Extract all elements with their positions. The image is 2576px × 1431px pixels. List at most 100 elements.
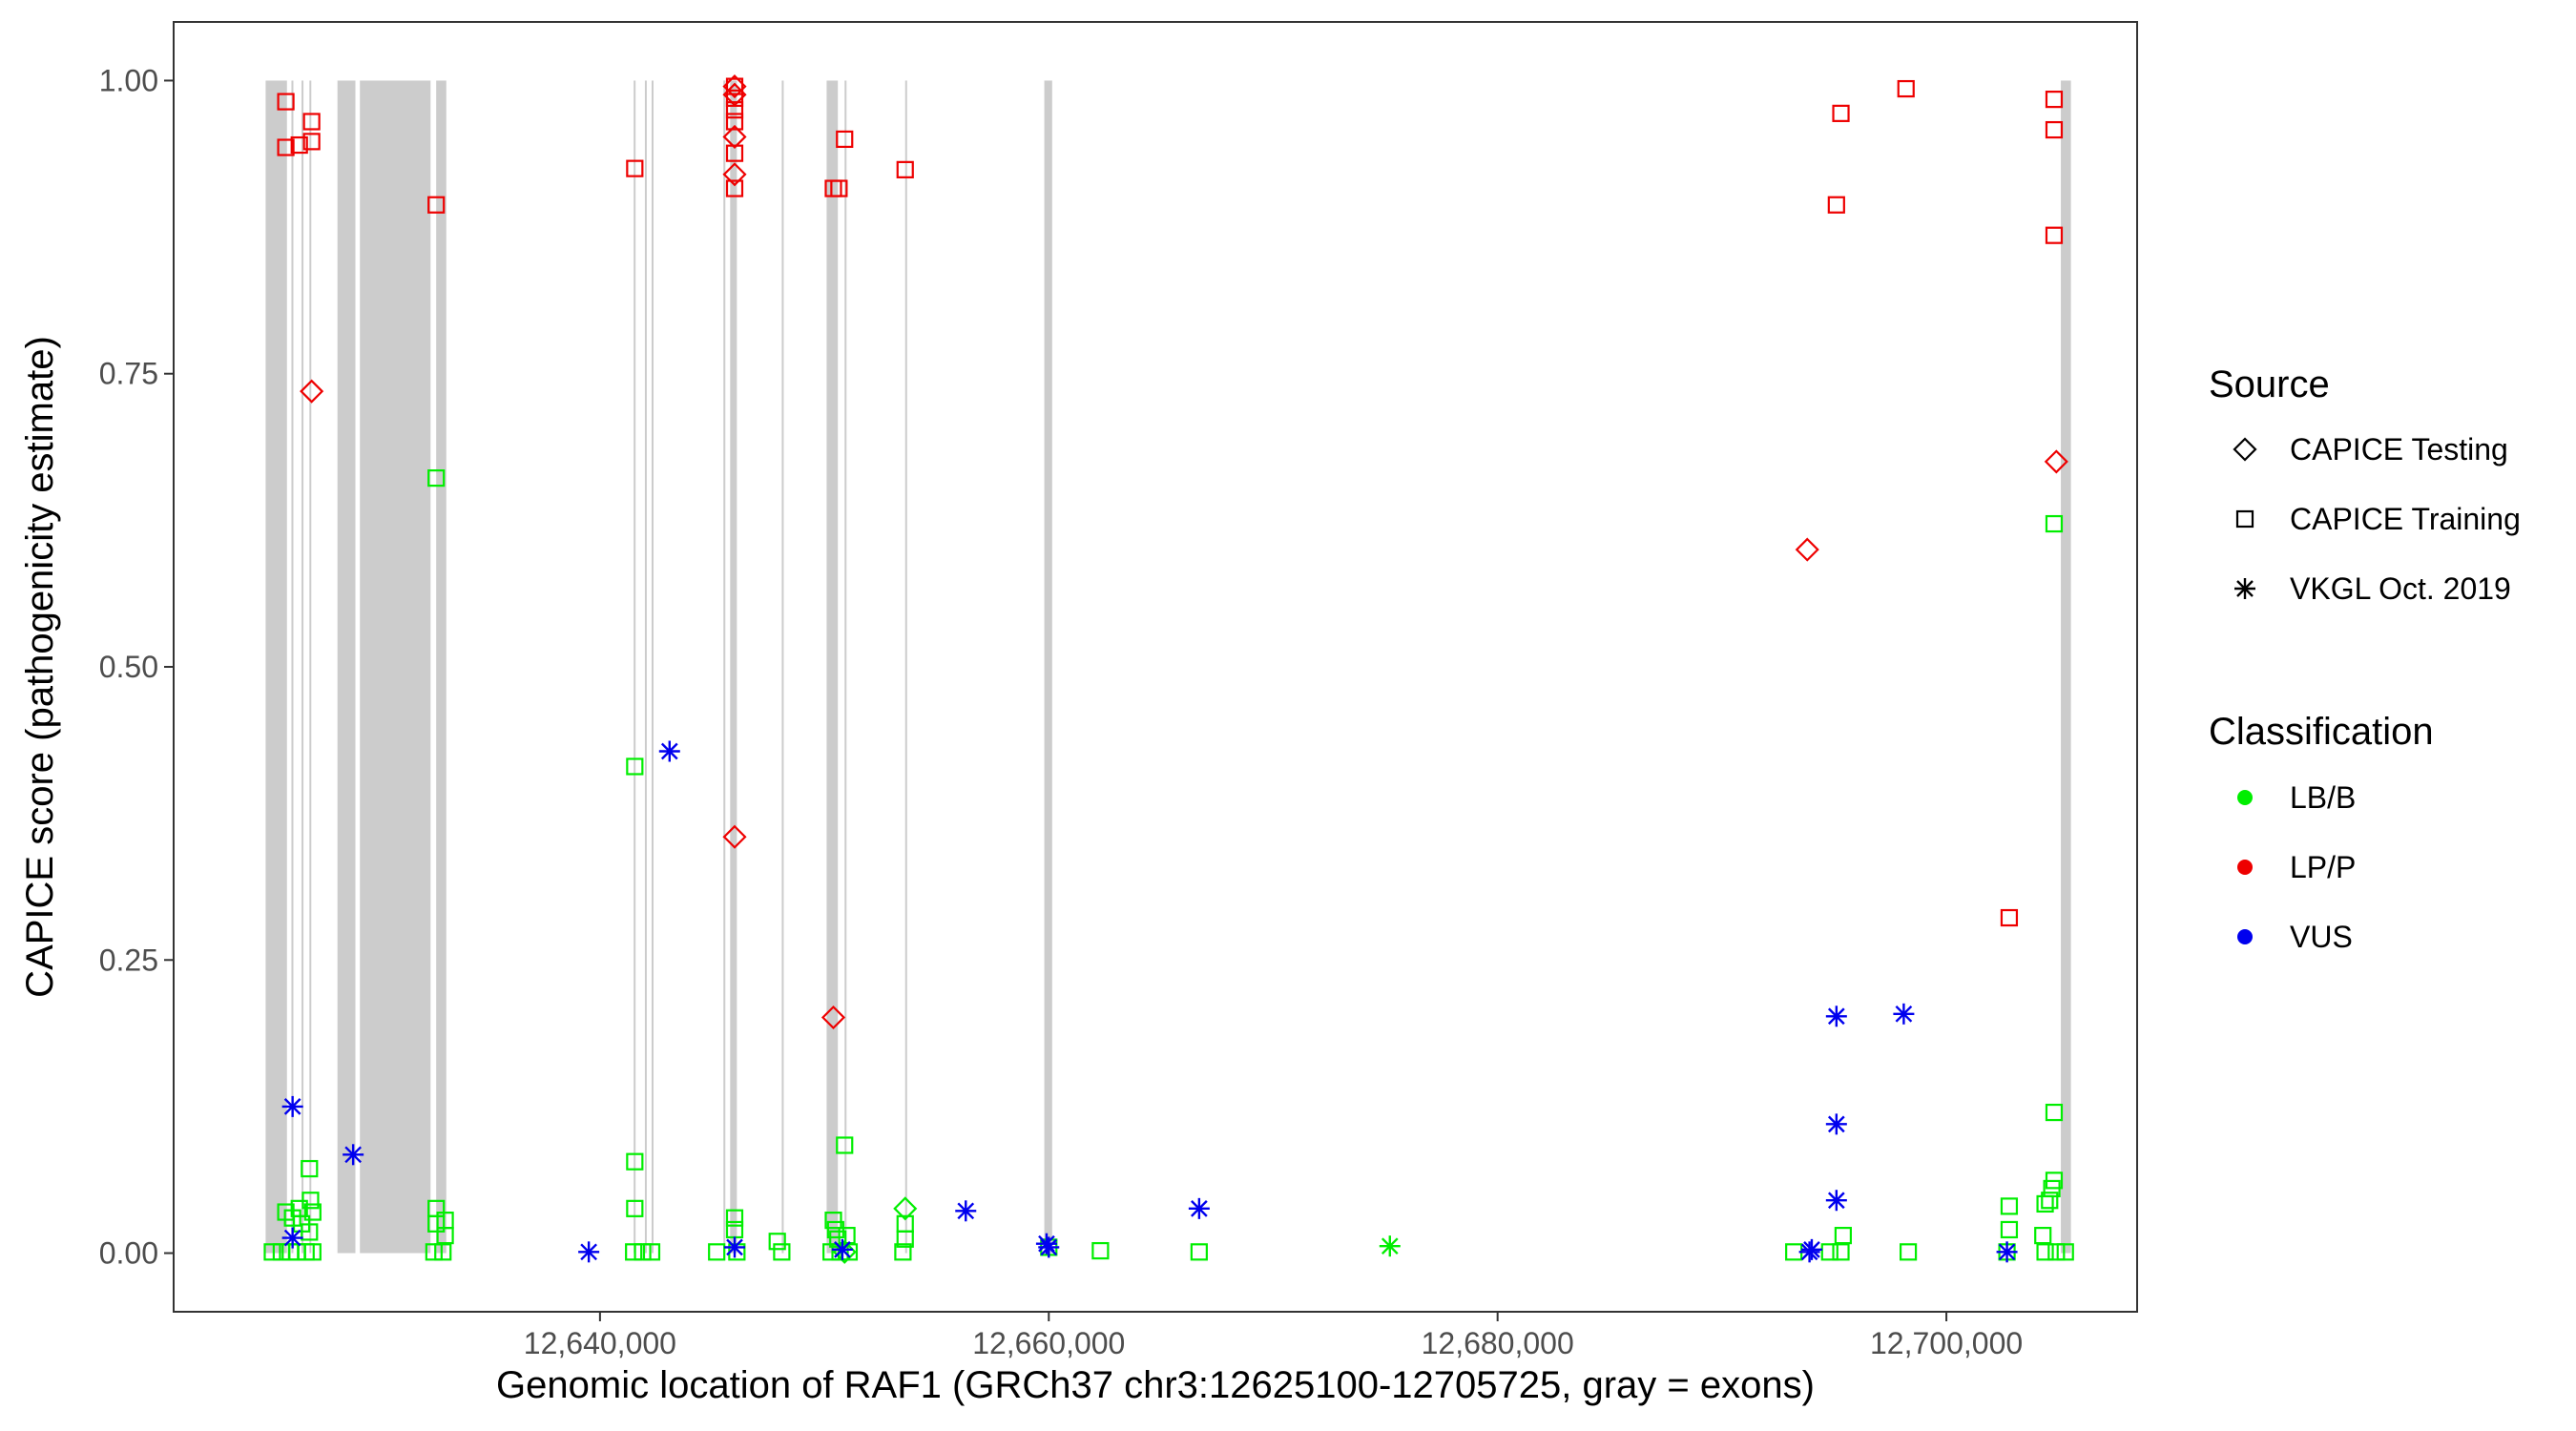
data-point <box>658 740 680 762</box>
data-point <box>2036 1243 2054 1261</box>
data-point <box>773 1243 791 1261</box>
asterisk-stroke <box>834 1241 851 1258</box>
legend-key-dot <box>2237 860 2253 875</box>
exon-band <box>360 80 431 1254</box>
exon-band <box>291 80 294 1254</box>
exon-band <box>1044 80 1052 1254</box>
legend-source-label: CAPICE Testing <box>2290 432 2508 467</box>
asterisk-stroke <box>1827 1192 1845 1210</box>
legend-key-dot <box>2237 929 2253 944</box>
data-point <box>826 1220 844 1239</box>
asterisk-stroke <box>1895 1005 1913 1023</box>
asterisk-stroke <box>1827 1007 1845 1026</box>
data-point <box>1825 1190 1847 1212</box>
exon-band <box>781 80 784 1254</box>
data-point <box>427 1214 446 1233</box>
data-point <box>724 1236 745 1258</box>
data-point <box>1996 1241 2018 1263</box>
data-point <box>722 82 747 107</box>
data-point <box>642 1243 661 1261</box>
y-tick-label: 0.50 <box>99 650 158 684</box>
asterisk-stroke <box>1803 1241 1820 1258</box>
data-point <box>2000 1220 2019 1239</box>
data-point <box>896 1230 914 1248</box>
exon-band <box>309 80 312 1254</box>
data-point <box>263 1243 281 1261</box>
data-point <box>2045 1103 2064 1122</box>
data-point <box>831 1238 853 1260</box>
data-point <box>708 1243 726 1261</box>
data-point <box>301 1223 319 1241</box>
data-point <box>836 130 854 149</box>
exon-band <box>644 80 647 1254</box>
data-point <box>427 196 446 214</box>
data-point <box>1800 1238 1822 1260</box>
data-point <box>725 101 744 119</box>
legend-class-label: LP/P <box>2290 850 2356 884</box>
y-tick-label: 1.00 <box>99 63 158 97</box>
asterisk-stroke <box>1381 1237 1399 1255</box>
data-point <box>725 144 744 162</box>
data-point <box>725 1209 744 1227</box>
data-point <box>1899 1243 1918 1261</box>
data-point <box>343 1144 364 1166</box>
data-point <box>1832 104 1850 122</box>
y-axis-title: CAPICE score (pathogenicity estimate) <box>19 336 61 998</box>
asterisk-stroke <box>1040 1238 1058 1256</box>
asterisk-stroke <box>283 1229 301 1247</box>
data-point <box>425 1243 443 1261</box>
data-point <box>1795 537 1819 562</box>
exon-band <box>723 80 726 1254</box>
data-point <box>1820 1243 1839 1261</box>
legend-class-label: LB/B <box>2290 780 2356 815</box>
asterisk-stroke <box>2236 580 2254 597</box>
legend: Source Classification CAPICE Testing CAPI… <box>2209 363 2521 954</box>
data-point <box>281 1227 303 1249</box>
data-point <box>427 469 446 487</box>
legend-key-dot <box>2237 790 2253 805</box>
exon-band <box>265 80 287 1254</box>
exon-band <box>337 80 356 1254</box>
x-tick-label: 12,700,000 <box>1870 1326 2023 1360</box>
data-point <box>2000 1197 2019 1215</box>
data-point <box>1379 1235 1401 1257</box>
data-point <box>625 1243 643 1261</box>
exon-band <box>436 80 447 1254</box>
data-point <box>824 1212 842 1230</box>
asterisk-stroke <box>344 1146 363 1164</box>
data-point <box>2045 91 2064 109</box>
x-axis: 12,640,000 12,660,000 12,680,000 12,700,000 <box>524 1312 2023 1360</box>
data-point <box>302 133 321 151</box>
data-point <box>303 1203 322 1221</box>
data-point <box>626 1152 644 1171</box>
data-point <box>821 1005 846 1030</box>
legend-class-label: VUS <box>2290 920 2353 954</box>
data-point <box>2000 908 2019 927</box>
data-point <box>725 179 744 197</box>
exon-band <box>2061 80 2071 1254</box>
x-tick-label: 12,680,000 <box>1422 1326 1574 1360</box>
y-tick-label: 0.00 <box>99 1236 158 1271</box>
legend-classification-title: Classification <box>2209 711 2434 753</box>
data-point <box>303 1243 322 1261</box>
exon-band <box>651 80 654 1254</box>
legend-key-asterisk <box>2234 578 2255 599</box>
x-tick-label: 12,640,000 <box>524 1326 676 1360</box>
data-point <box>722 124 747 150</box>
data-point <box>1827 196 1845 214</box>
data-point <box>1190 1243 1208 1261</box>
data-point <box>2036 1194 2054 1213</box>
data-point <box>896 160 914 178</box>
data-point <box>830 179 848 197</box>
data-point <box>831 1243 849 1261</box>
data-point <box>277 138 295 156</box>
data-point <box>2045 514 2064 533</box>
data-point <box>626 1199 644 1217</box>
exon-band <box>826 80 839 1254</box>
data-point <box>1091 1241 1110 1260</box>
data-point <box>290 135 308 155</box>
asterisk-stroke <box>660 742 678 760</box>
data-point <box>1832 1243 1850 1261</box>
x-axis-title: Genomic location of RAF1 (GRCh37 chr3:12… <box>496 1364 1815 1406</box>
